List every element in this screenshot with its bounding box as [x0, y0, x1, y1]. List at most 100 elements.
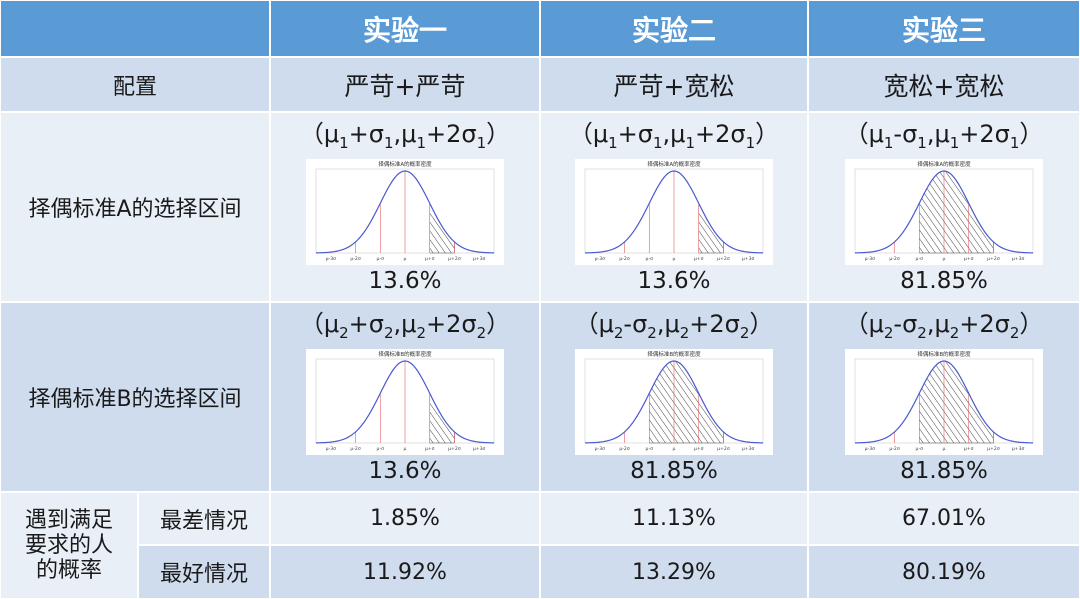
axis-tick-label: μ-3σ	[865, 446, 876, 452]
interval-label: （μ2-σ2,μ2+2σ2）	[844, 309, 1044, 342]
header-experiment-3: 实验三	[808, 0, 1080, 57]
axis-tick-label: μ-2σ	[619, 256, 630, 262]
axis-tick-label: μ+σ	[694, 256, 704, 262]
density-plot: 择偶标准B的概率密度 μ-3σ μ-2σ μ-σ μ μ+σ μ+2σ μ+3σ	[575, 349, 773, 456]
criteria-b-experiment-1: （μ2+σ2,μ2+2σ2） 择偶标准B的概率密度 μ-3σ μ-2σ μ-σ μ μ+σ…	[270, 302, 540, 492]
axis-tick-label: μ-3σ	[595, 256, 606, 262]
best-case-experiment-1: 11.92%	[270, 545, 540, 599]
axis-tick-label: μ-σ	[377, 447, 385, 452]
axis-tick-label: μ+3σ	[1012, 446, 1025, 452]
plot-title: 择偶标准B的概率密度	[378, 350, 432, 358]
density-curve	[854, 170, 1034, 254]
density-curve	[854, 360, 1034, 444]
percent-value: 81.85%	[900, 458, 988, 485]
header-experiment-2: 实验二	[540, 0, 808, 57]
axis-tick-label: μ+2σ	[448, 446, 461, 452]
axis-tick-label: μ+2σ	[717, 446, 730, 452]
axis-tick-label: μ+σ	[425, 446, 435, 452]
interval-label: （μ1+σ1,μ1+2σ1）	[568, 119, 780, 152]
config-label: 配置	[0, 57, 270, 112]
axis-tick-label: μ-σ	[916, 447, 924, 452]
plot-title: 择偶标准B的概率密度	[917, 350, 971, 358]
criteria-a-label: 择偶标准A的选择区间	[0, 112, 270, 302]
criteria-a-experiment-2: （μ1+σ1,μ1+2σ1） 择偶标准A的概率密度 μ-3σ μ-2σ μ-σ μ μ+σ…	[540, 112, 808, 302]
axis-tick-label: μ+3σ	[1012, 256, 1025, 262]
axis-tick-label: μ-2σ	[619, 446, 630, 452]
header-experiment-1: 实验一	[270, 0, 540, 57]
best-case-experiment-2: 13.29%	[540, 545, 808, 599]
axis-tick-label: μ	[943, 447, 946, 452]
axis-tick-label: μ-3σ	[595, 446, 606, 452]
probability-label: 遇到满足 要求的人 的概率	[0, 492, 138, 599]
interval-label: （μ2+σ2,μ2+2σ2）	[299, 309, 511, 342]
density-plot: 择偶标准B的概率密度 μ-3σ μ-2σ μ-σ μ μ+σ μ+2σ μ+3σ	[845, 349, 1043, 456]
axis-tick-label: μ+3σ	[473, 256, 486, 262]
percent-value: 13.6%	[637, 268, 711, 295]
criteria-a-experiment-3: （μ1-σ1,μ1+2σ1） 择偶标准A的概率密度 μ-3σ μ-2σ μ-σ μ μ+σ…	[808, 112, 1080, 302]
criteria-b-experiment-3: （μ2-σ2,μ2+2σ2） 择偶标准B的概率密度 μ-3σ μ-2σ μ-σ μ μ+σ…	[808, 302, 1080, 492]
axis-tick-label: μ	[404, 447, 407, 452]
interval-label: （μ1+σ1,μ1+2σ1）	[299, 119, 511, 152]
config-experiment-1: 严苛+严苛	[270, 57, 540, 112]
worst-case-experiment-1: 1.85%	[270, 492, 540, 545]
axis-tick-label: μ-3σ	[865, 256, 876, 262]
density-plot: 择偶标准A的概率密度 μ-3σ μ-2σ μ-σ μ μ+σ μ+2σ μ+3σ	[575, 159, 773, 266]
worst-case-experiment-3: 67.01%	[808, 492, 1080, 545]
axis-tick-label: μ-σ	[377, 257, 385, 262]
config-experiment-3: 宽松+宽松	[808, 57, 1080, 112]
best-case-label: 最好情况	[138, 545, 270, 599]
density-curve	[315, 360, 495, 444]
worst-case-experiment-2: 11.13%	[540, 492, 808, 545]
axis-tick-label: μ+σ	[694, 446, 704, 452]
axis-tick-label: μ-σ	[646, 447, 654, 452]
criteria-b-label: 择偶标准B的选择区间	[0, 302, 270, 492]
best-case-experiment-3: 80.19%	[808, 545, 1080, 599]
axis-tick-label: μ-σ	[646, 257, 654, 262]
axis-tick-label: μ+2σ	[717, 256, 730, 262]
axis-tick-label: μ+σ	[964, 256, 974, 262]
worst-case-label: 最差情况	[138, 492, 270, 545]
axis-tick-label: μ+3σ	[742, 446, 755, 452]
density-curve	[315, 170, 495, 254]
axis-tick-label: μ+3σ	[742, 256, 755, 262]
axis-tick-label: μ-2σ	[889, 256, 900, 262]
axis-tick-label: μ	[673, 447, 676, 452]
header-empty-cell	[0, 0, 270, 57]
density-plot: 择偶标准A的概率密度 μ-3σ μ-2σ μ-σ μ μ+σ μ+2σ μ+3σ	[306, 159, 504, 266]
density-curve	[584, 170, 764, 254]
axis-tick-label: μ-2σ	[350, 256, 361, 262]
axis-tick-label: μ+σ	[425, 256, 435, 262]
plot-title: 择偶标准A的概率密度	[647, 160, 701, 168]
probability-label-line-3: 的概率	[35, 558, 102, 583]
density-plot: 择偶标准A的概率密度 μ-3σ μ-2σ μ-σ μ μ+σ μ+2σ μ+3σ	[845, 159, 1043, 266]
axis-tick-label: μ+σ	[964, 446, 974, 452]
percent-value: 81.85%	[630, 458, 718, 485]
axis-tick-label: μ+3σ	[473, 446, 486, 452]
percent-value: 13.6%	[368, 458, 442, 485]
axis-tick-label: μ-3σ	[326, 446, 337, 452]
axis-tick-label: μ	[943, 257, 946, 262]
interval-label: （μ2-σ2,μ2+2σ2）	[574, 309, 774, 342]
axis-tick-label: μ-2σ	[889, 446, 900, 452]
axis-tick-label: μ	[673, 257, 676, 262]
probability-label-line-1: 遇到满足	[24, 508, 113, 533]
criteria-b-experiment-2: （μ2-σ2,μ2+2σ2） 择偶标准B的概率密度 μ-3σ μ-2σ μ-σ μ μ+σ…	[540, 302, 808, 492]
percent-value: 81.85%	[900, 268, 988, 295]
axis-tick-label: μ+2σ	[987, 256, 1000, 262]
axis-tick-label: μ-σ	[916, 257, 924, 262]
axis-tick-label: μ	[404, 257, 407, 262]
config-experiment-2: 严苛+宽松	[540, 57, 808, 112]
percent-value: 13.6%	[368, 268, 442, 295]
probability-label-line-2: 要求的人	[24, 533, 113, 558]
axis-tick-label: μ-2σ	[350, 446, 361, 452]
density-plot: 择偶标准B的概率密度 μ-3σ μ-2σ μ-σ μ μ+σ μ+2σ μ+3σ	[306, 349, 504, 456]
density-curve	[584, 360, 764, 444]
plot-title: 择偶标准A的概率密度	[378, 160, 432, 168]
interval-label: （μ1-σ1,μ1+2σ1）	[844, 119, 1044, 152]
plot-title: 择偶标准B的概率密度	[647, 350, 701, 358]
criteria-a-experiment-1: （μ1+σ1,μ1+2σ1） 择偶标准A的概率密度 μ-3σ μ-2σ μ-σ μ μ+σ…	[270, 112, 540, 302]
axis-tick-label: μ-3σ	[326, 256, 337, 262]
axis-tick-label: μ+2σ	[987, 446, 1000, 452]
plot-title: 择偶标准A的概率密度	[917, 160, 971, 168]
